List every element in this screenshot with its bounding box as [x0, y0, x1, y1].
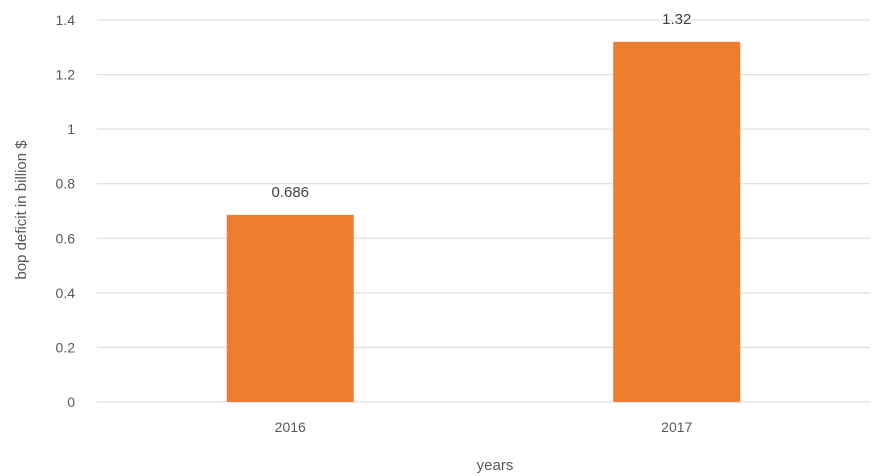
y-axis-title: bop deficit in billion $	[13, 140, 30, 280]
x-axis-title: years	[477, 457, 514, 474]
y-tick-label: 0	[67, 394, 75, 410]
data-label-2016: 0.686	[271, 184, 309, 201]
gridlines	[97, 19, 870, 403]
data-label-2017: 1.32	[662, 11, 691, 28]
bar-2016	[226, 214, 354, 402]
y-tick-label: 1.4	[56, 12, 76, 28]
bars	[226, 41, 741, 402]
y-tick-label: 0.4	[56, 285, 76, 301]
x-axis-ticks: 2016 2017	[275, 419, 693, 435]
y-tick-label: 0.6	[56, 230, 76, 246]
y-axis-ticks: 0 0.2 0.4 0.6 0.8 1 1.2 1.4	[56, 12, 76, 410]
y-tick-label: 0.2	[56, 339, 76, 355]
x-tick-label: 2016	[275, 419, 306, 435]
y-tick-label: 1.2	[56, 67, 76, 83]
bar-2017	[613, 41, 741, 402]
y-tick-label: 1	[67, 121, 75, 137]
data-labels: 0.686 1.32	[271, 11, 691, 201]
y-tick-label: 0.8	[56, 176, 76, 192]
x-tick-label: 2017	[661, 419, 692, 435]
